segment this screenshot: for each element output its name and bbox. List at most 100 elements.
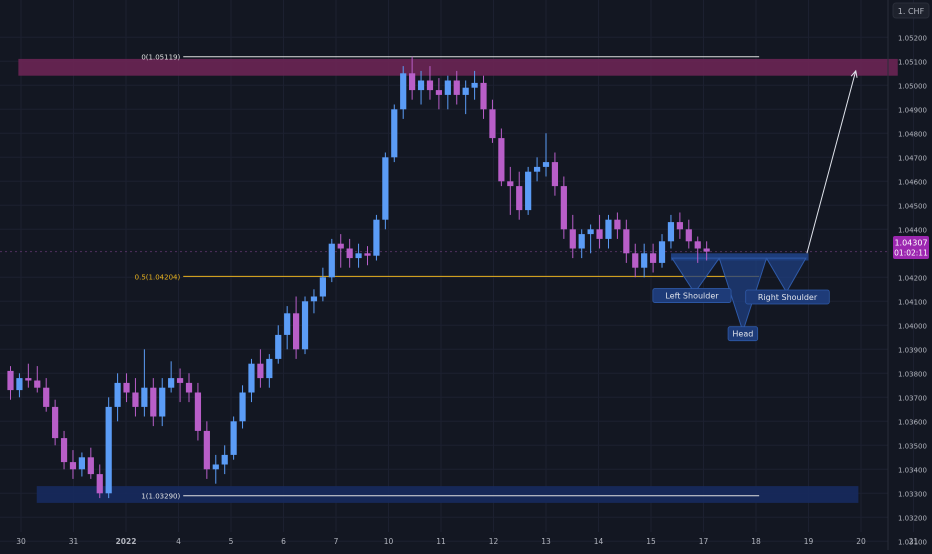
candle-body	[328, 243, 335, 278]
candles	[7, 56, 710, 499]
fib-label-2: 1(1.03290)	[141, 493, 180, 501]
x-tick-label: 7	[334, 537, 339, 546]
y-tick-label: 1.04400	[898, 226, 927, 234]
zone-support	[36, 486, 859, 503]
candle-body	[185, 382, 193, 393]
candle-body	[16, 378, 23, 391]
candle-body	[230, 421, 237, 455]
fib-label-1: 0.5(1.04204)	[135, 273, 181, 281]
zones	[18, 58, 898, 503]
annotation-box	[745, 289, 830, 305]
y-tick-label: 1.04600	[898, 178, 927, 186]
annotation-box	[727, 326, 759, 342]
x-tick-label: 4	[176, 537, 181, 546]
candle-body	[52, 406, 59, 439]
x-tick-label: 12	[489, 537, 499, 546]
candle-body	[60, 438, 68, 463]
candle-body	[560, 186, 567, 230]
candle-body	[391, 109, 398, 158]
x-tick-label: 20	[856, 537, 866, 546]
left-shoulder-triangle	[671, 257, 721, 294]
candle-body	[150, 387, 157, 417]
x-tick-label: 14	[594, 537, 604, 546]
projection-arrow	[806, 69, 858, 254]
candle-body	[87, 457, 94, 475]
candle-body	[623, 229, 630, 254]
price-tag: 1.04307 01:02:11	[893, 236, 929, 259]
y-tick-label: 1.03800	[898, 370, 927, 378]
candle-body	[123, 382, 130, 393]
candle-body	[489, 109, 496, 139]
candle-body	[257, 363, 264, 379]
candle-body	[444, 80, 451, 95]
candle-body	[435, 90, 442, 95]
candle-body	[78, 457, 85, 470]
candle-body	[364, 253, 371, 256]
candle-body	[221, 454, 228, 465]
candle-body	[516, 186, 523, 211]
currency-badge-box	[892, 2, 930, 19]
y-tick-label: 1.03100	[898, 538, 927, 546]
candle-body	[650, 253, 657, 263]
x-tick-label: 2022	[116, 537, 137, 546]
candle-body	[132, 392, 139, 407]
arrow-shaft	[806, 70, 857, 254]
candle-body	[382, 157, 389, 220]
candle-body	[525, 171, 532, 211]
candle-body	[141, 387, 148, 407]
annotation-label: Head	[732, 330, 753, 339]
x-tick-label: 11	[436, 537, 446, 546]
price-tag-box	[893, 236, 929, 259]
candle-body	[533, 166, 541, 172]
candle-body	[587, 229, 594, 235]
candle-body	[551, 162, 559, 187]
candle-body	[373, 219, 380, 256]
y-tick-label: 1.03400	[898, 466, 927, 474]
candle-body	[507, 181, 514, 187]
x-tick-label: 5	[229, 537, 234, 546]
candle-body	[105, 406, 112, 494]
candle-body	[676, 222, 683, 230]
candle-body	[248, 363, 255, 393]
candle-body	[319, 277, 326, 297]
candle-body	[96, 474, 103, 494]
x-tick-label: 17	[699, 537, 709, 546]
x-tick-label: 30	[16, 537, 26, 546]
candle-body	[194, 392, 202, 431]
x-tick-label: 18	[751, 537, 761, 546]
annotation-box	[652, 288, 732, 303]
candle-body	[114, 382, 121, 407]
y-tick-label: 1.05200	[898, 34, 927, 42]
candle-body	[480, 82, 487, 110]
candle-body	[462, 87, 469, 95]
annotations: Left Shoulder Head Right Shoulder	[652, 288, 830, 342]
candle-body	[578, 234, 585, 249]
annotation-label: Right Shoulder	[758, 293, 818, 302]
candle-body	[400, 73, 407, 110]
annotation-label: Left Shoulder	[665, 292, 719, 301]
candle-body	[43, 387, 50, 407]
candle-body	[337, 243, 344, 249]
candle-body	[596, 229, 603, 239]
candle-body	[632, 253, 639, 268]
candle-body	[284, 313, 291, 335]
candle-body	[69, 462, 77, 470]
x-tick-label: 10	[384, 537, 394, 546]
y-tick-label: 1.04800	[898, 130, 927, 138]
y-axis: 1.05200 1.05100 1.05000 1.04900 1.04800 1.047…	[898, 34, 927, 546]
x-tick-label: 21	[909, 537, 919, 546]
candle-body	[641, 253, 648, 268]
candle-body	[605, 219, 612, 239]
currency-badge[interactable]: 1. CHF	[892, 2, 930, 19]
candle-body	[275, 334, 282, 359]
candle-body	[293, 313, 300, 350]
candle-body	[667, 222, 675, 242]
zone-neckline	[670, 253, 809, 261]
candle-body	[310, 296, 318, 302]
candle-body	[703, 248, 710, 252]
x-axis: 30 31 2022 4 5 6 7 10 11 12 13 14 15 17 18 19 20 21	[16, 537, 918, 546]
candle-body	[542, 162, 550, 167]
y-tick-label: 1.04100	[898, 298, 927, 306]
